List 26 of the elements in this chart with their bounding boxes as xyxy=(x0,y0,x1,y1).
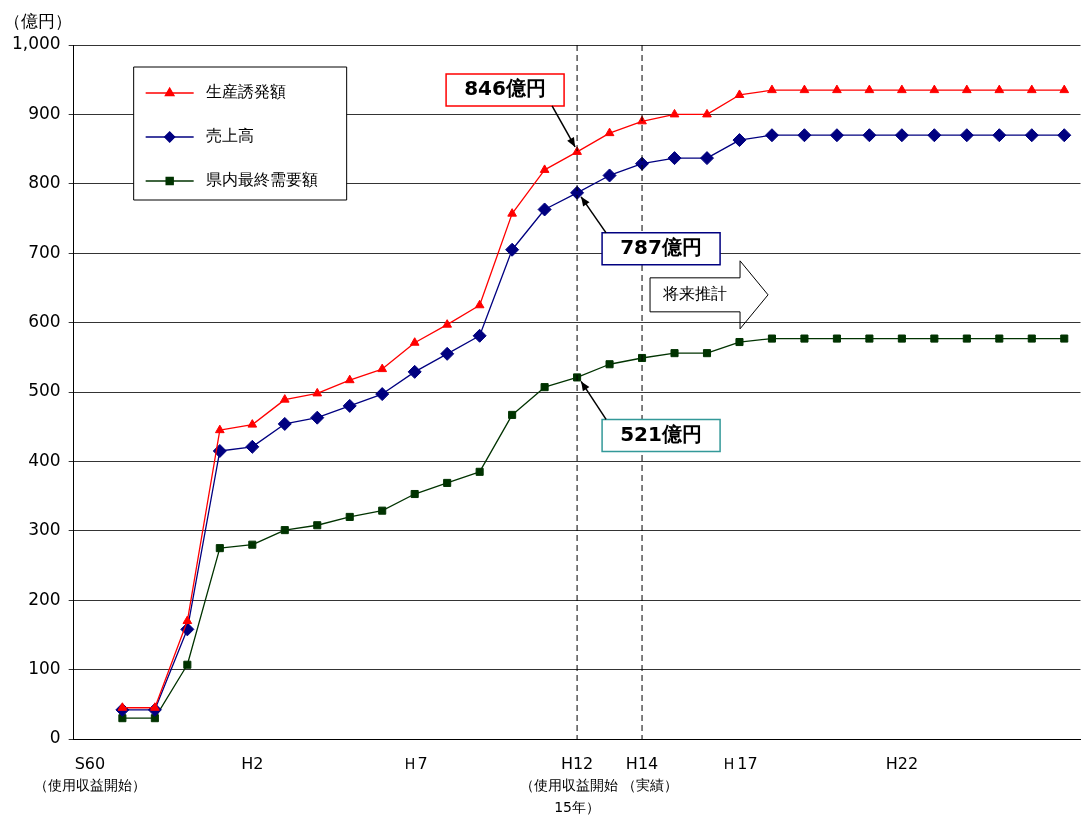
category-label: H12 （使用収益開始 15年） xyxy=(520,754,619,815)
annotation: 521億円 xyxy=(620,421,702,446)
y-tick-label: 1,000 xyxy=(12,33,61,54)
category-label: S60 （使用収益開始） xyxy=(33,754,146,793)
y-tick-label: 500 xyxy=(28,380,61,401)
y-tick-label: 800 xyxy=(28,172,61,193)
x-tick-label: Ｈ7 xyxy=(401,754,428,774)
y-tick-label: 0 xyxy=(49,727,61,748)
x-tick-label: H2 xyxy=(241,754,264,774)
legend-label: 県内最終需要額 xyxy=(205,170,318,190)
y-axis-title: （億円） xyxy=(3,10,72,31)
y-tick-label: 900 xyxy=(28,102,61,123)
x-tick-label: Ｈ17 xyxy=(721,754,758,774)
annotation: 787億円 xyxy=(620,235,702,260)
category-label: H14 （実績） xyxy=(622,754,679,793)
y-tick-label: 200 xyxy=(28,588,61,609)
y-tick-label: 600 xyxy=(28,311,61,332)
y-tick-label: 400 xyxy=(28,449,61,470)
y-tick-label: 100 xyxy=(28,658,61,679)
y-tick-label: 700 xyxy=(28,241,61,262)
annotation: 846億円 xyxy=(464,76,546,101)
x-tick-label: H22 xyxy=(885,754,919,774)
annotation: 将来推計 xyxy=(662,284,728,303)
legend-label: 生産誘発額 xyxy=(205,82,286,102)
legend-label: 売上高 xyxy=(205,126,254,146)
y-tick-label: 300 xyxy=(28,519,61,540)
